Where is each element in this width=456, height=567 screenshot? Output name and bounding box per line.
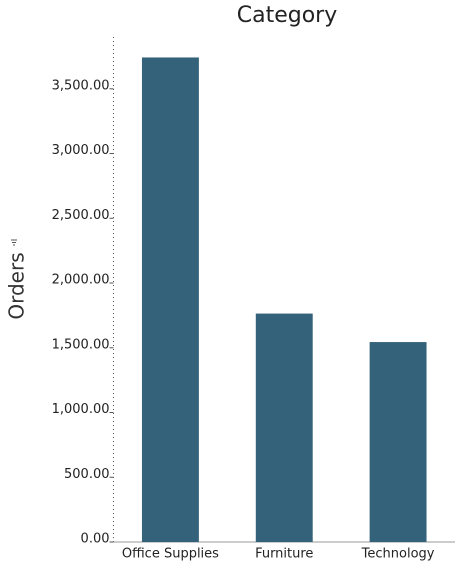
y-tick-label: 1,500.00 [52,337,110,352]
y-tick-label: 0.00 [81,532,110,547]
y-tick-label: 2,000.00 [52,273,110,288]
filter-icon[interactable] [11,239,17,246]
chart-title: Category [237,3,338,28]
y-tick-label: 500.00 [64,467,110,482]
y-tick-label: 3,000.00 [52,143,110,158]
x-tick-label: Technology [361,547,435,562]
y-tick-label: 1,000.00 [52,402,110,417]
bar [255,313,313,542]
bar [369,342,427,542]
y-tick-label: 3,500.00 [52,78,110,93]
bar [141,57,199,542]
x-tick-label: Furniture [255,547,313,562]
y-axis-label: Orders [5,252,29,319]
y-tick-label: 2,500.00 [52,208,110,223]
x-tick-label: Office Supplies [122,547,219,562]
